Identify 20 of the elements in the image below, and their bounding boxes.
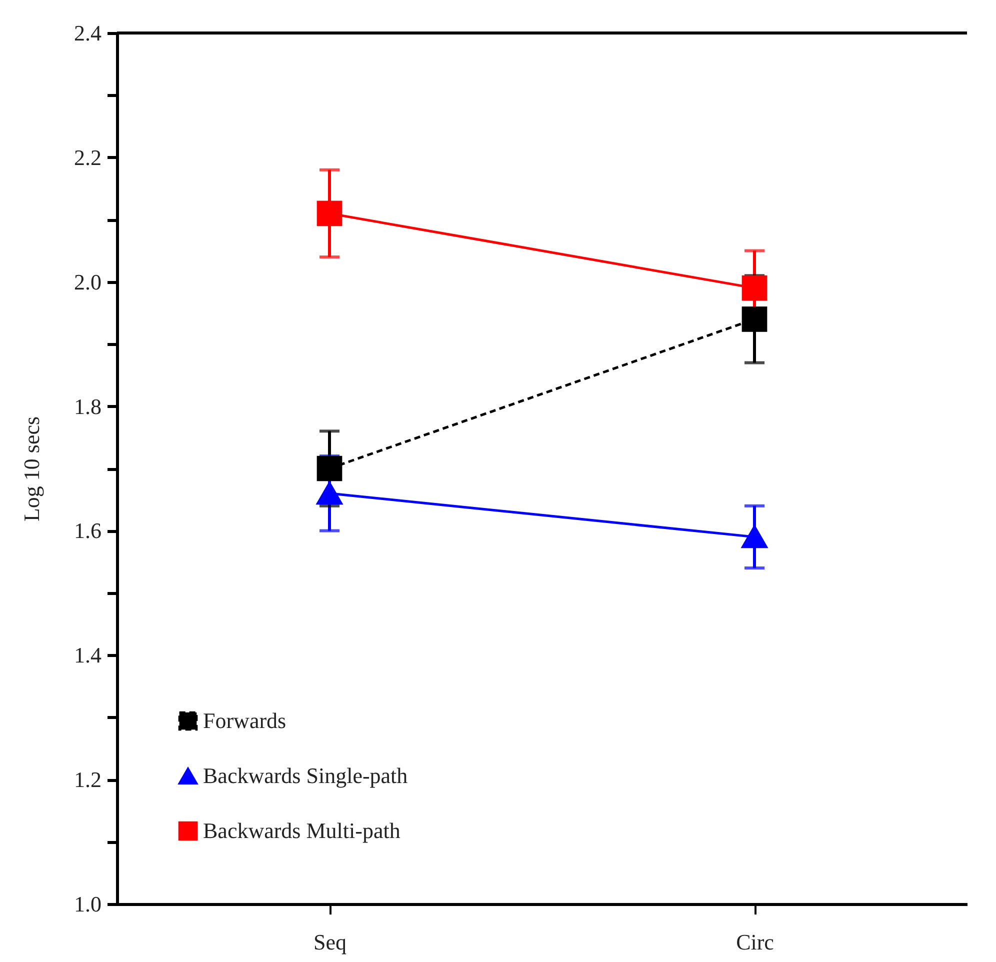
y-tick-label: 1.2 — [74, 767, 102, 792]
y-tick-label: 1.4 — [74, 642, 102, 668]
point — [742, 275, 768, 301]
y-tick-label: 1.8 — [74, 394, 102, 419]
point — [316, 200, 342, 226]
y-tick-label: 2.2 — [74, 144, 102, 170]
x-tick-label: Circ — [736, 930, 774, 954]
point — [742, 526, 768, 548]
legend-label: Backwards Multi-path — [203, 818, 400, 843]
legend-label: Forwards — [203, 708, 286, 733]
x-tick-label: Seq — [314, 930, 346, 954]
y-tick-label: 2.4 — [74, 20, 102, 46]
legend-label: Backwards Single-path — [203, 763, 408, 788]
point — [316, 482, 342, 505]
y-tick-label: 1.6 — [74, 518, 102, 544]
y-tick-label: 2.0 — [74, 269, 102, 294]
point — [742, 306, 768, 332]
y-axis-title: Log 10 secs — [19, 416, 44, 522]
y-tick-label: 1.0 — [74, 892, 102, 916]
point — [316, 456, 342, 482]
